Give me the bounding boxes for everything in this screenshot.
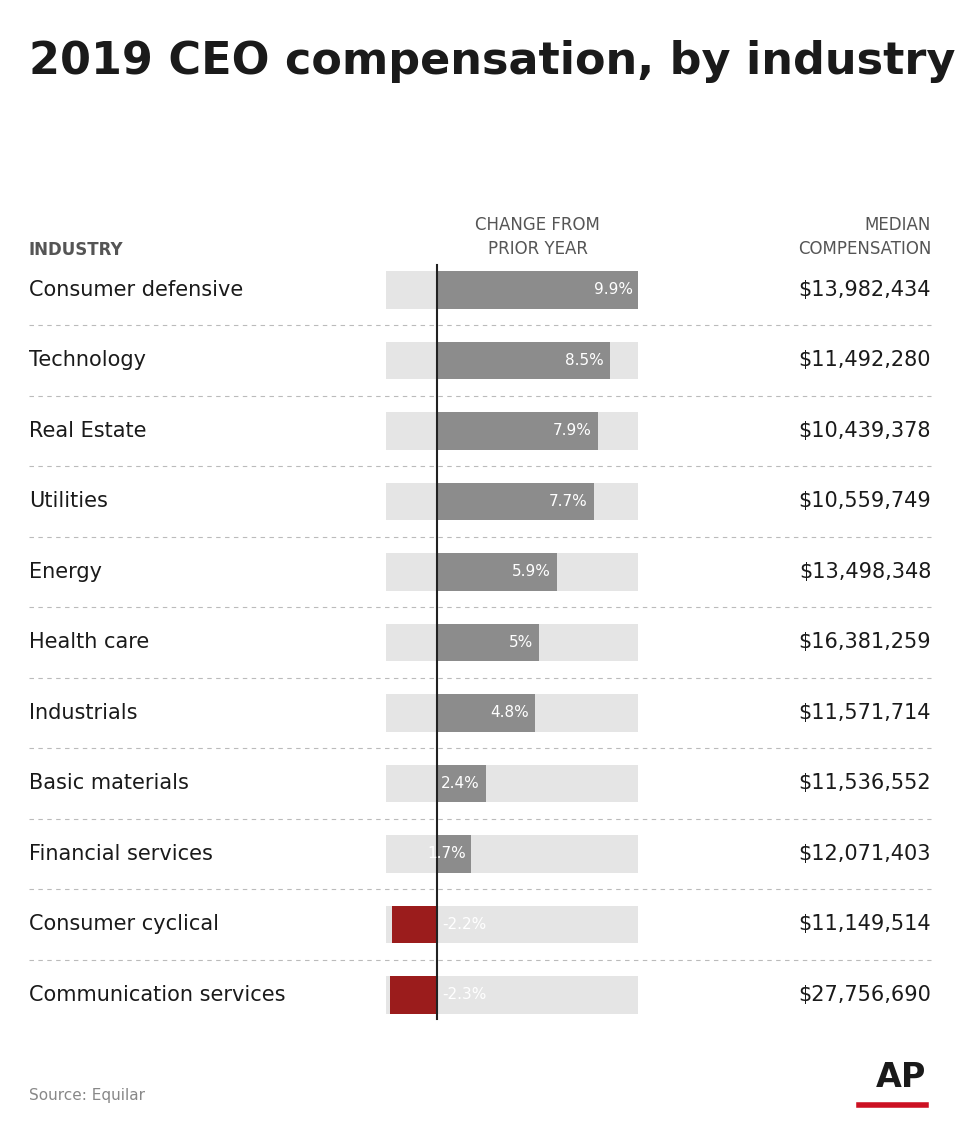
Text: $10,559,749: $10,559,749 bbox=[799, 491, 931, 512]
Text: CHANGE FROM
PRIOR YEAR: CHANGE FROM PRIOR YEAR bbox=[475, 216, 600, 258]
Text: Basic materials: Basic materials bbox=[29, 773, 189, 794]
Text: -2.2%: -2.2% bbox=[443, 916, 487, 932]
Text: AP: AP bbox=[876, 1061, 926, 1094]
Text: 2.4%: 2.4% bbox=[442, 775, 480, 791]
Text: INDUSTRY: INDUSTRY bbox=[29, 241, 124, 259]
Text: $13,498,348: $13,498,348 bbox=[799, 562, 931, 582]
Text: Technology: Technology bbox=[29, 350, 146, 371]
Text: Source: Equilar: Source: Equilar bbox=[29, 1088, 145, 1103]
Text: Health care: Health care bbox=[29, 632, 149, 653]
Text: 4.8%: 4.8% bbox=[490, 705, 529, 721]
Text: $13,982,434: $13,982,434 bbox=[799, 280, 931, 300]
Text: -2.3%: -2.3% bbox=[443, 987, 487, 1003]
Text: 8.5%: 8.5% bbox=[565, 352, 604, 368]
Text: Utilities: Utilities bbox=[29, 491, 108, 512]
Text: Energy: Energy bbox=[29, 562, 102, 582]
Text: $16,381,259: $16,381,259 bbox=[799, 632, 931, 653]
Text: 9.9%: 9.9% bbox=[593, 282, 633, 298]
Text: $12,071,403: $12,071,403 bbox=[799, 844, 931, 864]
Text: MEDIAN
COMPENSATION: MEDIAN COMPENSATION bbox=[798, 216, 931, 258]
Text: Consumer defensive: Consumer defensive bbox=[29, 280, 243, 300]
Text: $27,756,690: $27,756,690 bbox=[799, 985, 931, 1005]
Text: $11,536,552: $11,536,552 bbox=[799, 773, 931, 794]
Text: 1.7%: 1.7% bbox=[427, 846, 466, 862]
Text: 5%: 5% bbox=[509, 634, 533, 650]
Text: 7.9%: 7.9% bbox=[553, 423, 592, 439]
Text: Real Estate: Real Estate bbox=[29, 421, 146, 441]
Text: 2019 CEO compensation, by industry: 2019 CEO compensation, by industry bbox=[29, 40, 955, 83]
Text: $11,149,514: $11,149,514 bbox=[799, 914, 931, 935]
Text: $10,439,378: $10,439,378 bbox=[799, 421, 931, 441]
Text: $11,571,714: $11,571,714 bbox=[799, 703, 931, 723]
Text: Communication services: Communication services bbox=[29, 985, 285, 1005]
Text: Industrials: Industrials bbox=[29, 703, 137, 723]
Text: Financial services: Financial services bbox=[29, 844, 213, 864]
Text: 7.7%: 7.7% bbox=[549, 493, 588, 509]
Text: 5.9%: 5.9% bbox=[513, 564, 551, 580]
Text: Consumer cyclical: Consumer cyclical bbox=[29, 914, 219, 935]
Text: $11,492,280: $11,492,280 bbox=[799, 350, 931, 371]
